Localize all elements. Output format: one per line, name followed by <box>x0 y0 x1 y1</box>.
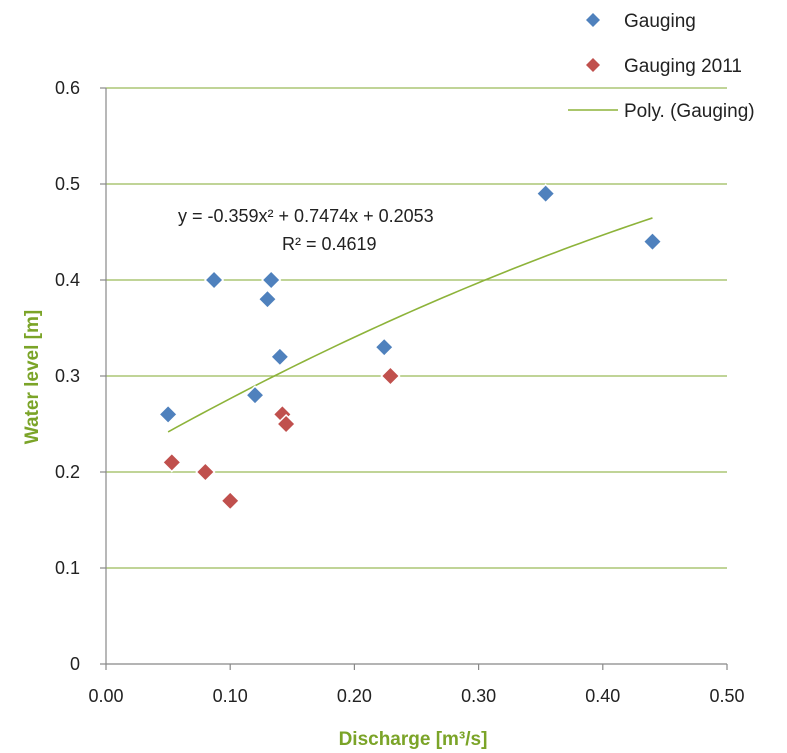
y-tick-label: 0.5 <box>55 174 80 194</box>
y-axis-title: Water level [m] <box>22 310 43 444</box>
gauging-point <box>244 385 266 406</box>
legend-label-trendline: Poly. (Gauging) <box>624 101 755 122</box>
gauging-point <box>535 183 556 204</box>
legend-marker-gauging-2011 <box>586 58 600 72</box>
trendline <box>167 217 653 433</box>
legend-marker-gauging <box>586 13 600 27</box>
y-tick-label: 0.4 <box>55 270 80 290</box>
gauging-point <box>374 337 395 358</box>
gauging-2011-point <box>220 490 241 511</box>
gauging-point <box>257 289 278 310</box>
legend-label-gauging-2011: Gauging 2011 <box>624 56 742 77</box>
trendline-equation: y = -0.359x² + 0.7474x + 0.2053 <box>178 206 434 226</box>
gauging-2011-point <box>195 461 216 483</box>
y-tick-label: 0.6 <box>55 78 80 98</box>
x-tick-label: 0.50 <box>709 686 744 706</box>
x-tick-label: 0.30 <box>461 686 496 706</box>
gauging-point <box>642 231 663 252</box>
gauging-point <box>158 404 179 425</box>
y-tick-label: 0.1 <box>55 558 80 578</box>
x-tick-label: 0.40 <box>585 686 620 706</box>
x-tick-label: 0.20 <box>337 686 372 706</box>
legend-label-gauging: Gauging <box>624 11 696 32</box>
x-tick-labels: 0.00 0.10 0.20 0.30 0.40 0.50 <box>88 664 745 706</box>
data-points <box>158 183 663 511</box>
gauging-2011-point <box>276 413 297 435</box>
gauging-point <box>203 269 225 291</box>
gauging-point <box>261 269 282 291</box>
gridlines <box>106 87 727 569</box>
x-axis-title: Discharge [m³/s] <box>339 729 488 750</box>
gauging-2011-point <box>380 365 401 387</box>
y-tick-labels: 0 0.1 0.2 0.3 0.4 0.5 0.6 <box>55 78 106 674</box>
y-tick-label: 0 <box>70 654 80 674</box>
gauging-2011-point <box>161 452 182 473</box>
x-tick-label: 0.00 <box>88 686 123 706</box>
gauging-point <box>269 346 290 367</box>
y-tick-label: 0.3 <box>55 366 80 386</box>
trendline-r2: R² = 0.4619 <box>282 234 377 254</box>
trendline-group <box>167 217 653 433</box>
x-tick-label: 0.10 <box>213 686 248 706</box>
y-tick-label: 0.2 <box>55 462 80 482</box>
legend: Gauging Gauging 2011 Poly. (Gauging) <box>568 11 755 122</box>
